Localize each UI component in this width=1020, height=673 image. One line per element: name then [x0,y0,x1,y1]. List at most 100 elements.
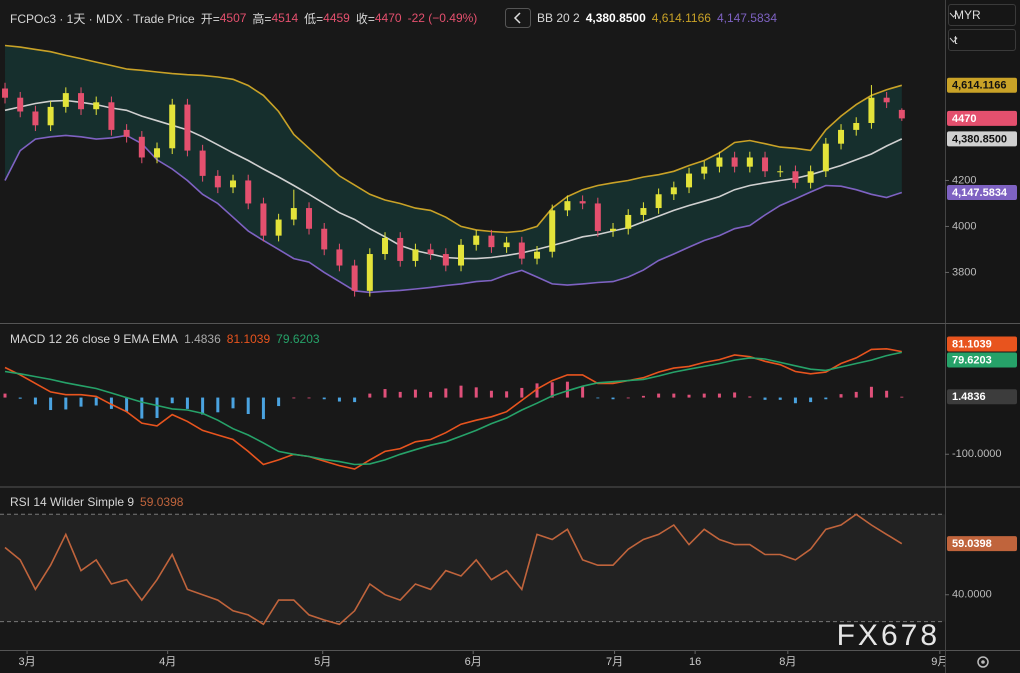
candle-body [93,102,100,110]
histogram-bar [155,397,159,418]
histogram-bar [322,397,326,400]
candle-body [898,109,905,119]
histogram-bar [216,397,220,413]
candle-body [822,143,829,172]
price-tag-label: 1.4836 [952,391,986,403]
candle-body [336,249,343,266]
candle-body [731,157,738,167]
price-tag-label: 4,380.8500 [952,133,1007,145]
price-axis [945,0,1020,673]
chevron [949,12,958,18]
histogram-bar [657,393,661,398]
price-tag [947,352,1017,368]
histogram-bar [763,397,767,400]
candle-body [807,171,814,183]
histogram-bar [824,397,828,400]
histogram-value: 1.4836 [184,332,221,346]
y-tick-label: -100.0000 [952,448,1002,460]
x-tick-label: 6月 [465,656,482,668]
candle-body [777,171,784,173]
candle-body [762,157,769,172]
macd-line [4,351,902,466]
price-tag-label: 4,614.1166 [952,80,1006,92]
histogram-bar [292,397,296,399]
histogram-bar [900,396,904,398]
currency-select[interactable]: MYR [948,4,1016,26]
ohlc-label: 低= [304,11,324,26]
candle-body [549,210,556,252]
candle-body [655,194,662,209]
rsi-legend: RSI 14 Wilder Simple 9 59.0398 [4,493,183,511]
candle-body [169,104,176,149]
histogram-bar [94,397,98,406]
candle-body [62,93,69,107]
candle-body [47,106,54,126]
rsi-line [4,513,903,626]
price-tag-label: 79.6203 [952,354,992,366]
histogram-bar [277,397,281,407]
settings-icon-dot [981,660,985,664]
settings-icon[interactable] [977,656,989,668]
x-tick-label: 5月 [314,656,331,668]
price-tag [947,131,1017,147]
bollinger-line [4,44,903,234]
price-tag [947,389,1017,405]
candle-body [883,97,890,103]
price-tag-label: 81.1039 [952,338,992,350]
candle-body [701,166,708,174]
candle-body [458,244,465,266]
histogram-bar [687,394,691,398]
histogram-bar [125,397,129,412]
histogram-bar [49,397,53,411]
histogram-bar [459,385,463,398]
histogram-bar [885,390,889,398]
candle-body [868,97,875,123]
y-tick-label: 4200 [952,174,976,186]
candle-body [579,201,586,204]
histogram-bar [596,397,600,399]
histogram-bar [854,391,858,398]
candle-body [534,251,541,259]
candle-body [260,203,267,236]
indicator-value: 4,614.1166 [651,11,711,25]
candle-body [442,254,449,266]
histogram-bar [611,397,615,400]
histogram-bar [626,397,630,399]
collapse-button[interactable] [505,8,531,28]
indicator-name: MACD 12 26 close 9 EMA EMA [10,332,179,346]
candle-body [686,173,693,188]
candle-body [488,235,495,248]
histogram-bar [353,397,357,403]
histogram-bar [201,397,205,415]
candle-body [123,129,130,137]
candle-body [230,180,237,188]
candle-body [625,214,632,229]
change: -22 (−0.49%) [407,11,478,25]
histogram-bar [18,397,22,399]
price-tag-label: 4470 [952,113,976,125]
axis-layer: 3800 4000 4200 -100.0000 40.0000 4,614.1166 44… [945,77,1017,601]
histogram-bar [398,391,402,398]
band-fill [5,45,902,293]
indicator-value: 4,380.8500 [585,11,646,25]
histogram-bar [778,397,782,400]
histogram-bar [79,397,83,407]
candle-body [746,157,753,167]
bb-legend: BB 20 2 4,380.8500 4,614.1166 4,147.5834 [505,8,777,28]
candle-body [78,93,85,110]
candle-body [412,249,419,261]
ohlc-value: 4459 [323,11,350,25]
histogram-bar [520,387,524,398]
menu-select[interactable]: t [948,29,1016,51]
histogram-bar [748,396,752,398]
histogram-bar [429,391,433,398]
macd-legend: MACD 12 26 close 9 EMA EMA 1.4836 81.1039 7… [4,330,320,348]
histogram-bar [869,386,873,398]
histogram-bar [109,397,113,409]
candle-body [564,201,571,211]
histogram-bar [672,393,676,398]
histogram-bar [3,393,7,398]
x-tick-label: 4月 [159,656,176,668]
